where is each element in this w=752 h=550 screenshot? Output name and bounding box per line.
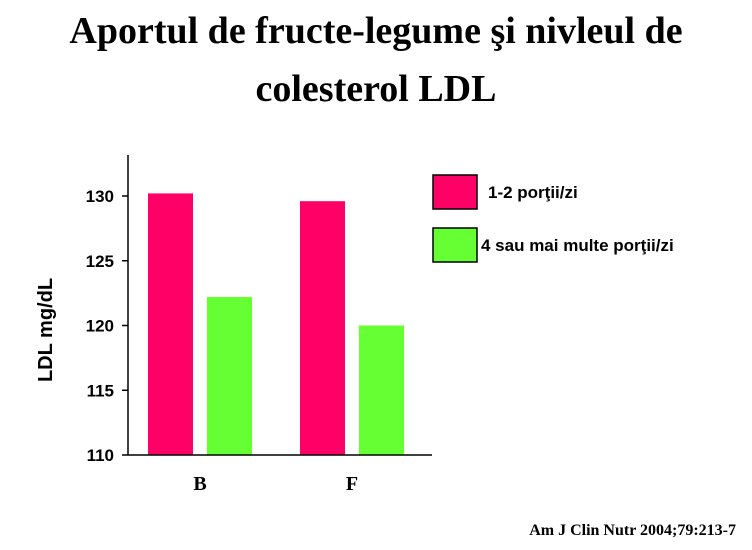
legend-label-1: 1-2 porţii/zi — [488, 183, 578, 202]
y-axis-label: LDL mg/dL — [35, 278, 57, 382]
x-category-label: B — [193, 473, 206, 495]
page-title: Aportul de fructe-legume şi nivleul de c… — [0, 2, 752, 118]
legend-label-2: 4 sau mai multe porţii/zi — [481, 236, 674, 255]
y-tick-label: 125 — [86, 252, 114, 271]
citation: Am J Clin Nutr 2004;79:213-7 — [529, 522, 736, 539]
legend-swatch-1 — [432, 174, 478, 210]
bars-layer — [148, 193, 404, 455]
title-line-1: Aportul de fructe-legume şi nivleul de — [69, 10, 683, 52]
y-tick-label: 130 — [86, 187, 114, 206]
bar-F-series-2 — [359, 325, 404, 455]
y-tick-label: 110 — [87, 446, 114, 465]
bar-F-series-1 — [300, 201, 345, 455]
x-category-label: F — [346, 473, 358, 495]
title-line-2: colesterol LDL — [255, 68, 497, 110]
y-tick-label: 115 — [87, 381, 114, 400]
y-tick-label: 120 — [86, 317, 114, 336]
bar-B-series-2 — [207, 297, 252, 455]
bar-B-series-1 — [148, 193, 193, 455]
legend: 1-2 porţii/zi 4 sau mai multe porţii/zi — [432, 174, 674, 263]
ticks-layer: 110 115 120 125 130 — [86, 187, 128, 465]
legend-swatch-2 — [432, 227, 478, 263]
